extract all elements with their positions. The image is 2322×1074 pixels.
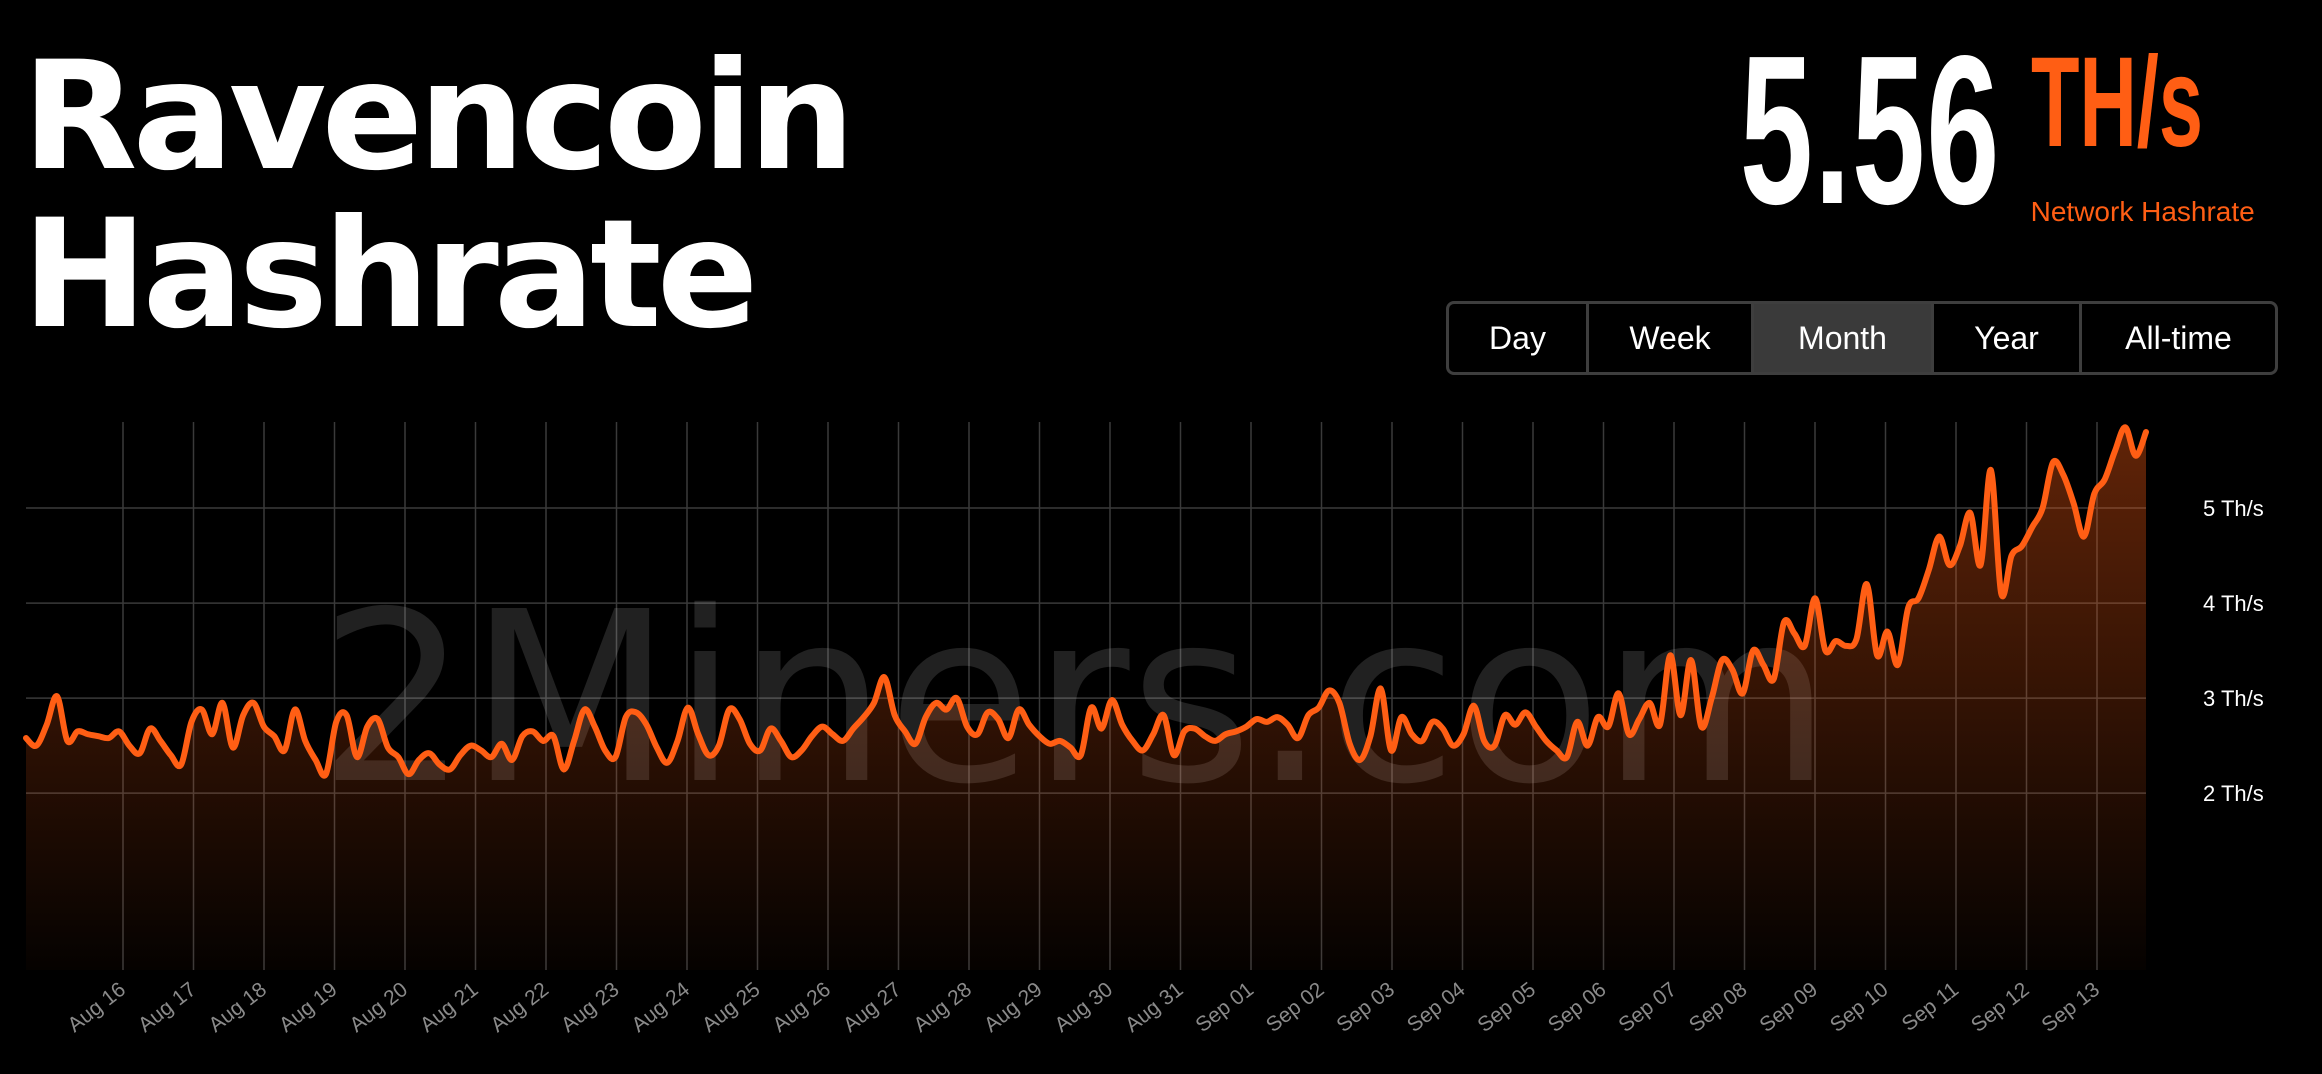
x-tick-label: Sep 09 [1755, 978, 1822, 1037]
range-year-button[interactable]: Year [1934, 304, 2082, 372]
x-tick-label: Sep 13 [2037, 978, 2104, 1037]
hashrate-unit: TH/s [2030, 31, 2203, 174]
range-month-button[interactable]: Month [1754, 304, 1934, 372]
x-tick-label: Sep 12 [1967, 978, 2034, 1037]
y-tick-label: 5 Th/s [2203, 496, 2264, 521]
time-range-selector: Day Week Month Year All-time [1446, 301, 2278, 375]
y-tick-label: 3 Th/s [2203, 686, 2264, 711]
hashrate-value: 5.56 [1739, 11, 2001, 248]
x-tick-label: Aug 16 [63, 978, 130, 1037]
y-tick-label: 4 Th/s [2203, 591, 2264, 616]
x-tick-label: Aug 23 [557, 978, 624, 1037]
x-tick-label: Aug 20 [345, 978, 412, 1037]
x-tick-label: Aug 21 [416, 978, 483, 1037]
hashrate-side: TH/s Network Hashrate [2030, 31, 2308, 228]
range-all-time-button[interactable]: All-time [2125, 319, 2232, 356]
hashrate-area [26, 427, 2146, 970]
network-hashrate-stat: 5.56 TH/s Network Hashrate [1580, 11, 2308, 248]
page-title-line2: Hashrate [22, 188, 758, 362]
x-tick-label: Sep 03 [1332, 978, 1399, 1037]
x-tick-label: Aug 24 [627, 978, 694, 1037]
page-title: Ravencoin Hashrate [22, 30, 855, 362]
x-tick-label: Sep 04 [1403, 978, 1470, 1037]
x-tick-label: Aug 29 [980, 978, 1047, 1037]
x-tick-label: Aug 31 [1121, 978, 1188, 1037]
x-tick-label: Aug 26 [768, 978, 835, 1037]
x-tick-label: Sep 06 [1544, 978, 1611, 1037]
y-tick-label: 2 Th/s [2203, 781, 2264, 806]
y-axis-labels: 2 Th/s 3 Th/s 4 Th/s 5 Th/s [2203, 496, 2264, 806]
x-tick-label: Sep 02 [1262, 978, 1329, 1037]
x-tick-label: Sep 11 [1898, 978, 1963, 1036]
x-tick-label: Sep 10 [1826, 978, 1893, 1037]
range-week-button[interactable]: Week [1589, 304, 1754, 372]
x-tick-label: Aug 18 [204, 978, 271, 1037]
x-tick-label: Sep 05 [1473, 978, 1540, 1037]
hashrate-label: Network Hashrate [2030, 196, 2255, 227]
x-tick-label: Aug 17 [134, 978, 201, 1037]
x-tick-label: Sep 07 [1614, 978, 1681, 1037]
x-tick-label: Aug 25 [698, 978, 765, 1037]
x-tick-label: Aug 28 [909, 978, 976, 1037]
x-tick-label: Aug 22 [486, 978, 553, 1037]
x-tick-label: Aug 27 [839, 978, 906, 1037]
hashrate-chart: 2Miners.com Aug 16 Aug 17 Aug 18 Aug 19 Aug … [23, 422, 2264, 1037]
x-tick-label: Aug 19 [275, 978, 342, 1037]
x-tick-label: Sep 08 [1685, 978, 1752, 1037]
x-tick-label: Aug 30 [1050, 978, 1117, 1037]
x-axis-labels: Aug 16 Aug 17 Aug 18 Aug 19 Aug 20 Aug 21 Aug … [63, 978, 2104, 1037]
range-day-button[interactable]: Day [1449, 304, 1589, 372]
x-tick-label: Sep 01 [1191, 978, 1258, 1037]
page-title-line1: Ravencoin [22, 30, 855, 204]
hashrate-series-line [23, 424, 2149, 779]
